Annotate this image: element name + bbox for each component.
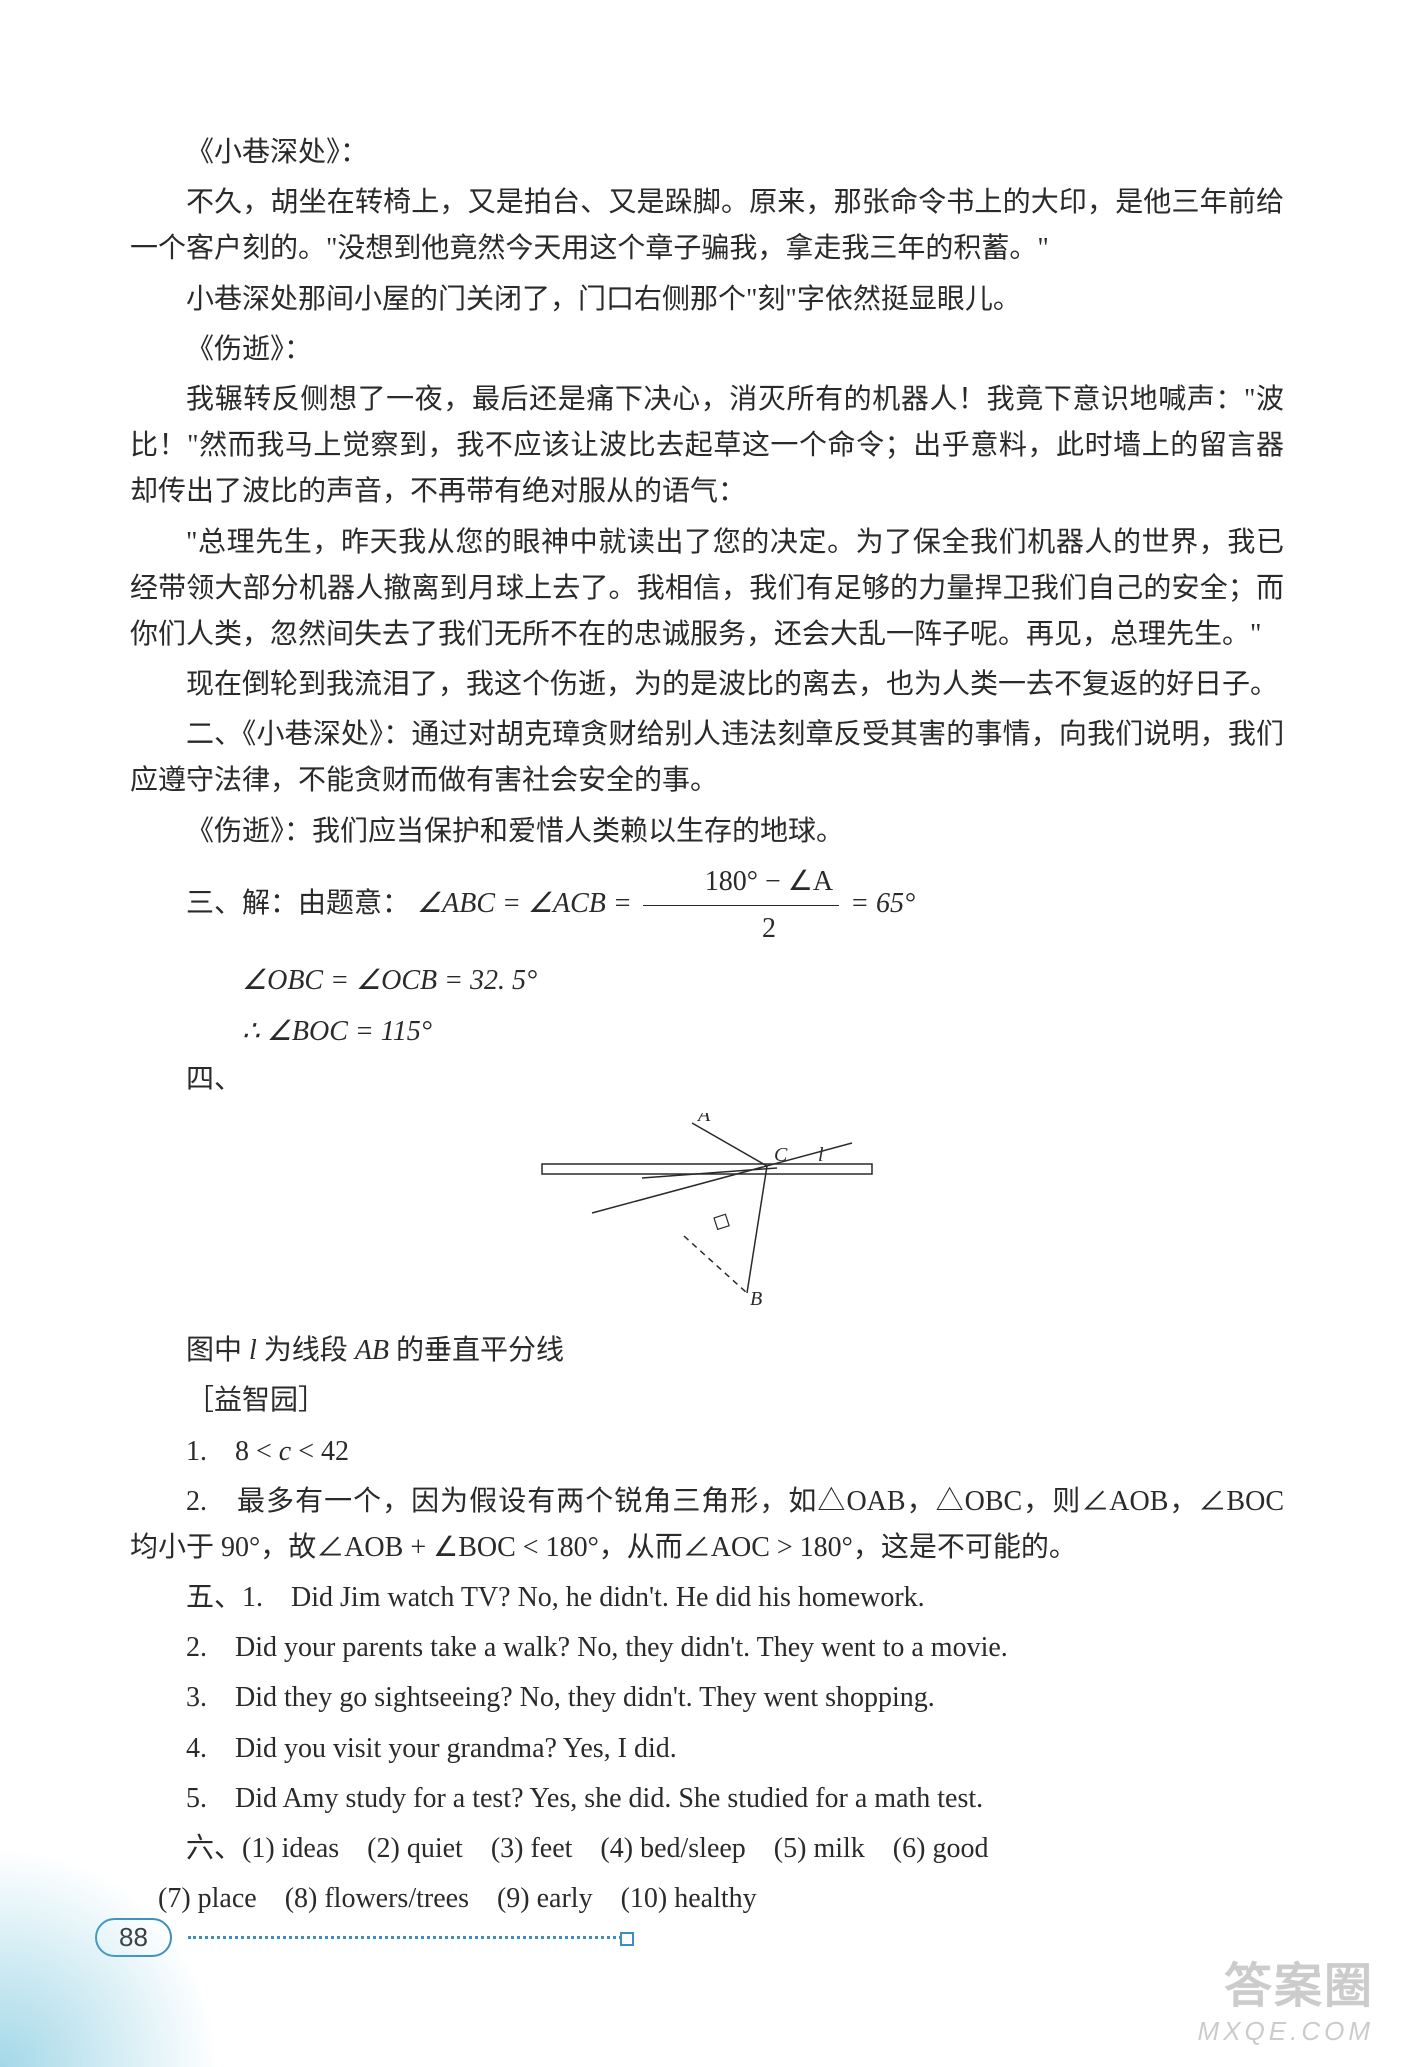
- eng-item-3: 3. Did they go sightseeing? No, they did…: [130, 1675, 1284, 1721]
- para-body-1: 不久，胡坐在转椅上，又是拍台、又是跺脚。原来，那张命令书上的大印，是他三年前给一…: [130, 180, 1284, 272]
- para-body-5: 现在倒轮到我流泪了，我这个伤逝，为的是波比的离去，也为人类一去不复返的好日子。: [130, 662, 1284, 708]
- svg-text:A: A: [696, 1113, 711, 1126]
- page-number: 88: [95, 1918, 172, 1957]
- section-four-label: 四、: [130, 1057, 1284, 1103]
- watermark: 答案圈 MXQE.COM: [1198, 1946, 1374, 2047]
- diagram-svg: A B Cl: [522, 1113, 892, 1313]
- eng-item-2: 2. Did your parents take a walk? No, the…: [130, 1625, 1284, 1671]
- eng-item-4: 4. Did you visit your grandma? Yes, I di…: [130, 1726, 1284, 1772]
- para-body-7: 《伤逝》：我们应当保护和爱惜人类赖以生存的地球。: [130, 809, 1284, 855]
- para-title-1: 《小巷深处》：: [130, 130, 1284, 176]
- watermark-bottom: MXQE.COM: [1198, 2016, 1374, 2047]
- page-number-dots: [188, 1936, 628, 1939]
- page-number-wrap: 88: [95, 1918, 628, 1957]
- yizhi-heading: ［益智园］: [130, 1378, 1284, 1424]
- math-prefix: 三、解：由题意：: [186, 888, 410, 919]
- math-problem-line1: 三、解：由题意： ∠ABC = ∠ACB = 180° − ∠A 2 = 65°: [130, 859, 1284, 952]
- eng1-text: Did Jim watch TV? No, he didn't. He did …: [291, 1582, 925, 1613]
- geometry-diagram: A B Cl: [130, 1113, 1284, 1318]
- svg-text:B: B: [750, 1288, 762, 1310]
- para-body-3: 我辗转反侧想了一夜，最后还是痛下决心，消灭所有的机器人！我竟下意识地喊声："波比…: [130, 377, 1284, 516]
- math-fraction: 180° − ∠A 2: [643, 859, 839, 952]
- math-rhs: = 65°: [850, 888, 915, 919]
- para-body-4: "总理先生，昨天我从您的眼神中就读出了您的决定。为了保全我们机器人的世界，我已经…: [130, 520, 1284, 659]
- eng-prefix: 五、1.: [186, 1582, 291, 1613]
- diagram-caption: 图中 l 为线段 AB 的垂直平分线: [130, 1328, 1284, 1374]
- eng-item-1: 五、1. Did Jim watch TV? No, he didn't. He…: [130, 1575, 1284, 1621]
- svg-text:l: l: [818, 1144, 824, 1166]
- math-lhs: ∠ABC = ∠ACB =: [417, 888, 639, 919]
- eng-item-5: 5. Did Amy study for a test? Yes, she di…: [130, 1776, 1284, 1822]
- yizhi1-text: 1. 8 < c < 42: [186, 1436, 349, 1467]
- six-line-2: (7) place (8) flowers/trees (9) early (1…: [130, 1876, 1284, 1922]
- page-content: 《小巷深处》： 不久，胡坐在转椅上，又是拍台、又是跺脚。原来，那张命令书上的大印…: [0, 0, 1404, 1986]
- fraction-denominator: 2: [643, 906, 839, 952]
- para-title-2: 《伤逝》：: [130, 327, 1284, 373]
- yizhi-item-1: 1. 8 < c < 42: [130, 1429, 1284, 1475]
- math-line3: ∴ ∠BOC = 115°: [242, 1007, 1284, 1057]
- math-line2: ∠OBC = ∠OCB = 32. 5°: [242, 956, 1284, 1006]
- para-body-6: 二、《小巷深处》：通过对胡克璋贪财给别人违法刻章反受其害的事情，向我们说明，我们…: [130, 712, 1284, 804]
- svg-text:C: C: [774, 1144, 788, 1166]
- watermark-top: 答案圈: [1198, 1946, 1374, 2016]
- fraction-numerator: 180° − ∠A: [643, 859, 839, 906]
- six-line-1: 六、(1) ideas (2) quiet (3) feet (4) bed/s…: [130, 1826, 1284, 1872]
- caption-text: 图中 l 为线段 AB 的垂直平分线: [186, 1335, 564, 1366]
- para-body-2: 小巷深处那间小屋的门关闭了，门口右侧那个"刻"字依然挺显眼儿。: [130, 277, 1284, 323]
- yizhi-item-2: 2. 最多有一个，因为假设有两个锐角三角形，如△OAB，△OBC，则∠AOB，∠…: [130, 1479, 1284, 1571]
